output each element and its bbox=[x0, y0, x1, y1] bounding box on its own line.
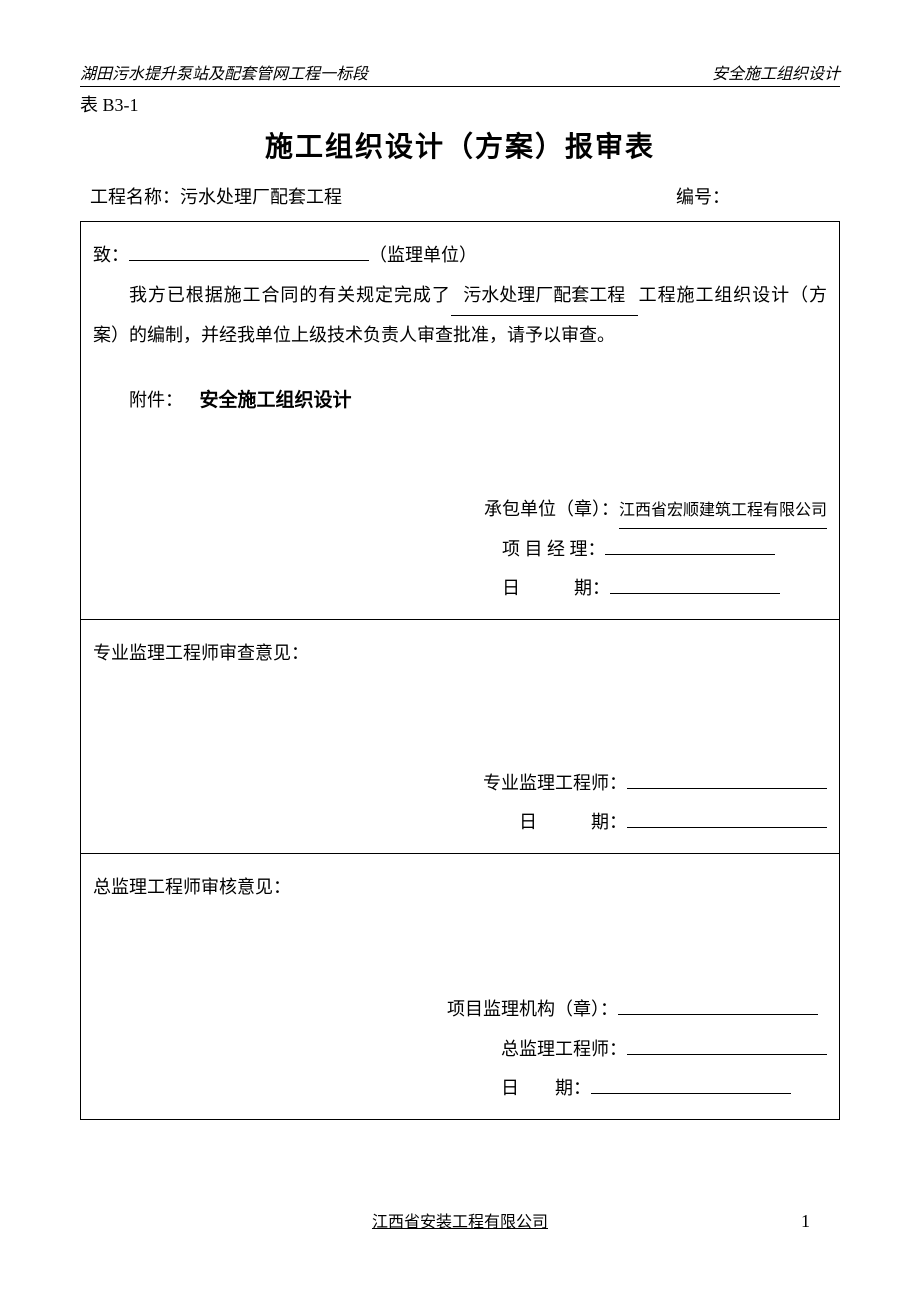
pm-signature-field[interactable] bbox=[605, 554, 775, 555]
date-label-2: 日 期： bbox=[519, 812, 627, 832]
pm-label: 项 目 经 理： bbox=[502, 539, 606, 559]
footer-page-number: 1 bbox=[801, 1211, 810, 1232]
footer-company: 江西省安装工程有限公司 bbox=[372, 1214, 548, 1231]
chief-review-title: 总监理工程师审核意见： bbox=[93, 868, 827, 908]
date-line-1: 日 期： bbox=[484, 569, 827, 609]
to-label: 致： bbox=[93, 236, 129, 276]
attachment-value: 安全施工组织设计 bbox=[200, 390, 352, 411]
chief-sign-block: 项目监理机构（章）： 总监理工程师： 日 期： bbox=[447, 990, 827, 1109]
supervisor-name-field[interactable] bbox=[129, 260, 369, 261]
specialist-engineer-label: 专业监理工程师： bbox=[483, 773, 627, 793]
body-text: 我方已根据施工合同的有关规定完成了 污水处理厂配套工程 工程施工组织设计（方案）… bbox=[93, 276, 827, 356]
chief-engineer-line: 总监理工程师： bbox=[447, 1030, 827, 1070]
document-page: 湖田污水提升泵站及配套管网工程一标段 安全施工组织设计 表 B3-1 施工组织设… bbox=[0, 0, 920, 1302]
specialist-engineer-field[interactable] bbox=[627, 788, 827, 789]
date-line-2: 日 期： bbox=[483, 803, 827, 843]
contractor-value: 江西省宏顺建筑工程有限公司 bbox=[619, 493, 827, 529]
project-name-label: 工程名称： bbox=[90, 187, 180, 207]
project-name-value: 污水处理厂配套工程 bbox=[180, 187, 342, 207]
form-number: 表 B3-1 bbox=[80, 91, 840, 117]
section-chief-review: 总监理工程师审核意见： 项目监理机构（章）： 总监理工程师： 日 期： bbox=[81, 854, 839, 1119]
to-line: 致： （监理单位） bbox=[93, 236, 827, 276]
project-code-label: 编号： bbox=[676, 183, 730, 209]
to-suffix: （监理单位） bbox=[369, 236, 477, 276]
form-table: 致： （监理单位） 我方已根据施工合同的有关规定完成了 污水处理厂配套工程 工程… bbox=[80, 221, 840, 1120]
org-line: 项目监理机构（章）： bbox=[447, 990, 827, 1030]
chief-engineer-label: 总监理工程师： bbox=[501, 1039, 627, 1059]
section-specialist-review: 专业监理工程师审查意见： 专业监理工程师： 日 期： bbox=[81, 620, 839, 854]
contractor-label: 承包单位（章）： bbox=[484, 499, 619, 519]
specialist-sign-block: 专业监理工程师： 日 期： bbox=[483, 764, 827, 843]
org-stamp-field[interactable] bbox=[618, 1014, 818, 1015]
date-label-1: 日 期： bbox=[502, 578, 610, 598]
body-prefix: 我方已根据施工合同的有关规定完成了 bbox=[93, 285, 451, 305]
attachment-row: 附件： 安全施工组织设计 bbox=[93, 380, 827, 422]
project-info-row: 工程名称：污水处理厂配套工程 编号： bbox=[80, 183, 840, 209]
specialist-engineer-line: 专业监理工程师： bbox=[483, 764, 827, 804]
header-right: 安全施工组织设计 bbox=[712, 60, 840, 84]
section-applicant: 致： （监理单位） 我方已根据施工合同的有关规定完成了 污水处理厂配套工程 工程… bbox=[81, 222, 839, 620]
attachment-label: 附件： bbox=[129, 390, 183, 410]
chief-engineer-field[interactable] bbox=[627, 1054, 827, 1055]
contractor-sign-block: 承包单位（章）：江西省宏顺建筑工程有限公司 项 目 经 理： 日 期： bbox=[484, 490, 827, 609]
date-label-3: 日 期： bbox=[501, 1078, 591, 1098]
page-footer: 江西省安装工程有限公司 1 bbox=[0, 1208, 920, 1232]
pm-line: 项 目 经 理： bbox=[484, 530, 827, 570]
contractor-line: 承包单位（章）：江西省宏顺建筑工程有限公司 bbox=[484, 490, 827, 530]
date-field-2[interactable] bbox=[627, 827, 827, 828]
page-header: 湖田污水提升泵站及配套管网工程一标段 安全施工组织设计 bbox=[80, 60, 840, 87]
date-field-1[interactable] bbox=[610, 593, 780, 594]
header-left: 湖田污水提升泵站及配套管网工程一标段 bbox=[80, 60, 368, 84]
specialist-review-title: 专业监理工程师审查意见： bbox=[93, 634, 827, 674]
project-name: 工程名称：污水处理厂配套工程 bbox=[90, 183, 342, 209]
body-project: 污水处理厂配套工程 bbox=[451, 276, 638, 317]
org-label: 项目监理机构（章）： bbox=[447, 999, 618, 1019]
date-field-3[interactable] bbox=[591, 1093, 791, 1094]
form-title: 施工组织设计（方案）报审表 bbox=[80, 125, 840, 165]
date-line-3: 日 期： bbox=[447, 1069, 827, 1109]
